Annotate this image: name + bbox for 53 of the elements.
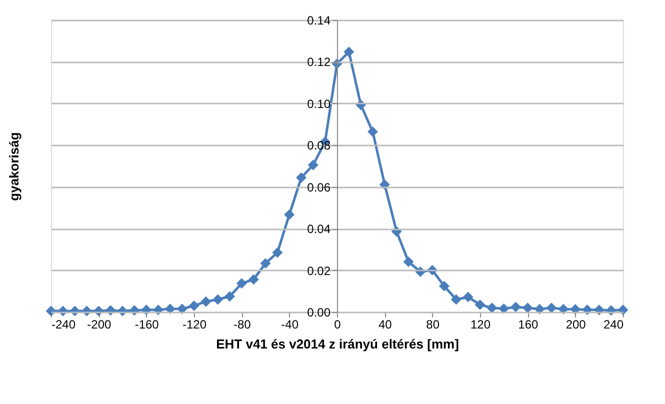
x-tick-label: 200 [566, 318, 586, 332]
point [176, 304, 188, 314]
point [248, 274, 259, 285]
point [164, 304, 176, 314]
point [462, 292, 474, 302]
point [284, 209, 295, 220]
point [296, 172, 306, 183]
point [188, 300, 200, 311]
point [558, 304, 569, 314]
y-tick-label: 0.02 [307, 264, 331, 278]
point [368, 126, 378, 138]
point [522, 302, 533, 314]
point [212, 294, 224, 305]
y-tick-label: 0.12 [307, 55, 331, 70]
point [618, 304, 628, 316]
y-tick-label: 0.10 [307, 96, 331, 111]
point [510, 302, 521, 312]
point [200, 296, 212, 307]
x-tick-label: -160 [134, 318, 160, 332]
point [272, 247, 283, 258]
point [450, 294, 462, 305]
point [546, 302, 557, 314]
x-tick-label: 0 [334, 318, 342, 332]
point [474, 299, 486, 310]
x-tick-label: 120 [470, 318, 491, 332]
point [498, 303, 510, 314]
x-tick-label: -240 [52, 318, 76, 332]
point [344, 46, 354, 58]
point [439, 280, 450, 292]
point [486, 302, 498, 314]
y-tick-label: 0.06 [307, 180, 331, 194]
point [224, 291, 235, 302]
point [260, 258, 271, 269]
x-tick-label: 80 [426, 318, 440, 332]
point [570, 304, 581, 315]
y-axis-title: gyakoriság [6, 132, 22, 201]
point [236, 278, 247, 289]
y-tick-label: 0.04 [307, 222, 331, 236]
x-tick-label: -120 [182, 318, 207, 332]
y-tick-label: 0.00 [307, 306, 331, 320]
y-tick-label: 0.14 [307, 14, 331, 28]
x-tick-label: -200 [87, 318, 112, 332]
x-tick-label: 240 [603, 318, 624, 332]
x-axis-title: EHT v41 és v2014 z irányú eltérés [mm] [216, 336, 459, 352]
point [46, 306, 56, 316]
point [403, 256, 414, 267]
x-tick-label: -40 [281, 318, 299, 332]
x-tick-label: 40 [378, 318, 392, 332]
x-tick-label: -80 [233, 318, 252, 332]
point [308, 160, 318, 170]
point [534, 304, 545, 314]
x-tick-label: 160 [518, 318, 538, 332]
y-tick-label: 0.08 [307, 138, 331, 153]
